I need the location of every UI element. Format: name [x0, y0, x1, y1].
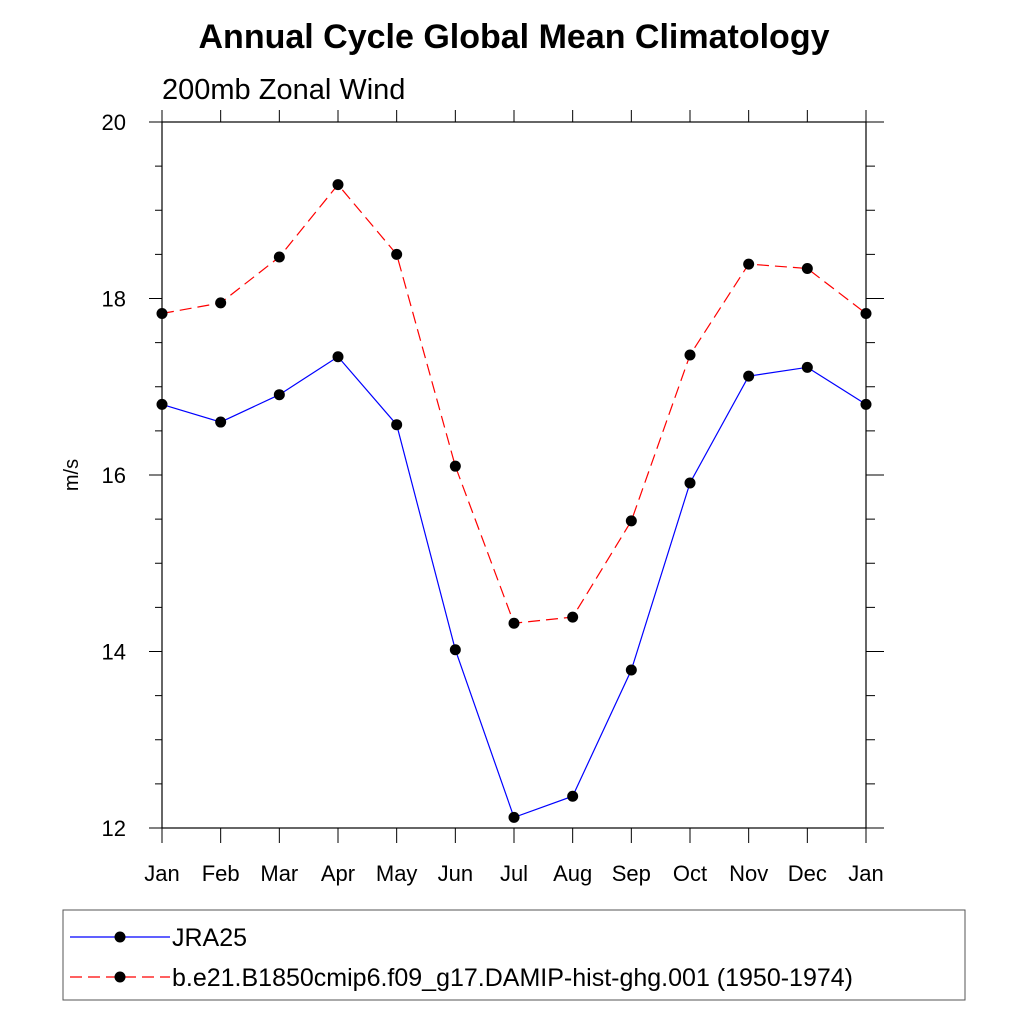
series-1-point [567, 611, 579, 623]
x-axis: Jan Feb Mar Apr May Jun Jul Aug Sep Oct Nov Dec Jan [144, 110, 884, 886]
y-tick-label: 18 [102, 287, 126, 312]
series-0-point [215, 416, 227, 428]
x-tick-label: Jul [500, 861, 528, 886]
series-0-point [508, 811, 520, 823]
x-tick-label: Nov [729, 861, 768, 886]
series-line-1 [161, 183, 867, 624]
x-tick-label: May [376, 861, 418, 886]
legend-label-0: JRA25 [172, 924, 247, 952]
series-0-point [391, 419, 403, 431]
series-1-point [684, 349, 696, 361]
y-tick-label: 14 [102, 640, 126, 665]
y-tick-label: 20 [102, 110, 126, 135]
chart-subtitle: 200mb Zonal Wind [162, 74, 405, 106]
x-tick-label: Jan [144, 861, 179, 886]
legend-marker-0 [114, 931, 126, 943]
y-tick-label: 12 [102, 816, 126, 841]
x-tick-label: Mar [260, 861, 298, 886]
series-0-point [801, 361, 813, 373]
series-1-point [449, 460, 461, 472]
series-1-point [743, 258, 755, 270]
plot-frame [161, 121, 867, 829]
x-tick-label: Apr [321, 861, 355, 886]
series-0-point [860, 398, 872, 410]
y-tick-label: 16 [102, 463, 126, 488]
series-0-point [625, 664, 637, 676]
series-0-point [684, 477, 696, 489]
series-0-point [449, 644, 461, 656]
series-0-point [273, 389, 285, 401]
series-0-point [156, 398, 168, 410]
series-1-point [215, 297, 227, 309]
x-tick-label: Oct [673, 861, 707, 886]
legend: JRA25 b.e21.B1850cmip6.f09_g17.DAMIP-hist… [70, 924, 853, 992]
series-1-point [860, 308, 872, 320]
series-1-point [801, 262, 813, 274]
x-tick-label: Jun [438, 861, 473, 886]
y-axis: 12 14 16 18 20 [102, 110, 884, 841]
series-1-point [332, 179, 344, 191]
y-axis-label: m/s [61, 459, 83, 491]
series-line-0 [161, 355, 867, 819]
legend-box [62, 909, 966, 1001]
x-tick-label: Feb [202, 861, 240, 886]
series-0-point [567, 790, 579, 802]
series-0-point [332, 351, 344, 363]
legend-marker-1 [114, 971, 126, 983]
series-1-point [508, 617, 520, 629]
series-1-point [391, 248, 403, 260]
series-0-point [743, 370, 755, 382]
series-1-point [625, 515, 637, 527]
legend-label-1: b.e21.B1850cmip6.f09_g17.DAMIP-hist-ghg.… [172, 964, 853, 992]
chart-title: Annual Cycle Global Mean Climatology [199, 18, 830, 56]
series-1-point [273, 251, 285, 263]
x-tick-label: Sep [612, 861, 651, 886]
x-tick-label: Dec [788, 861, 827, 886]
x-tick-label: Aug [553, 861, 592, 886]
series-1-point [156, 308, 168, 320]
x-tick-label: Jan [848, 861, 883, 886]
series-layer [156, 179, 872, 823]
